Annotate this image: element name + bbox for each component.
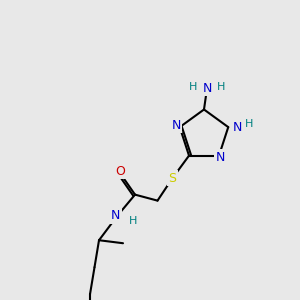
Text: H: H [245, 119, 254, 129]
Text: H: H [188, 82, 197, 92]
Text: N: N [202, 82, 212, 95]
Text: N: N [111, 209, 120, 222]
Text: N: N [233, 121, 242, 134]
Text: H: H [217, 82, 226, 92]
Text: S: S [169, 172, 176, 184]
Text: H: H [129, 216, 138, 226]
Text: N: N [216, 151, 225, 164]
Text: N: N [172, 119, 181, 132]
Text: O: O [115, 165, 125, 178]
